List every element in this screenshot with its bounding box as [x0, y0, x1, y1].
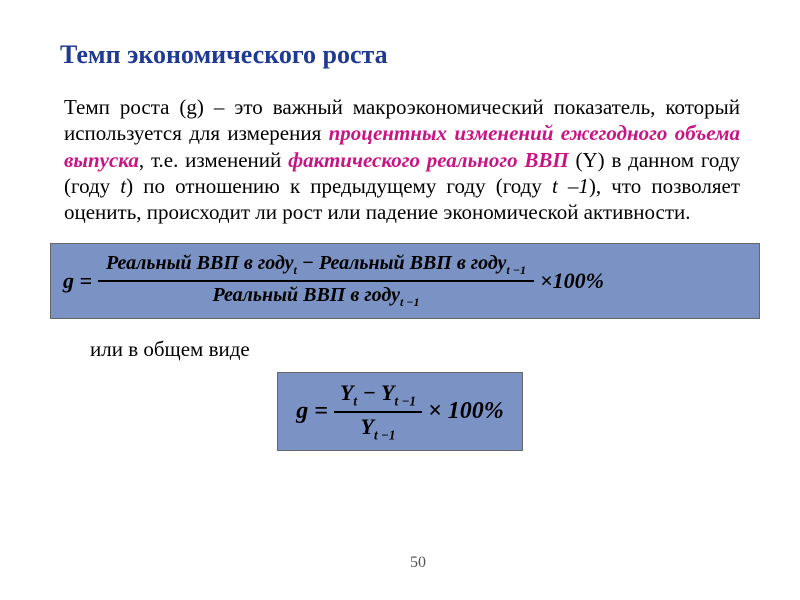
para-text-4: ) по отношению к предыдущему году (году: [126, 174, 552, 198]
para-purple-2: фактического реального ВВП: [288, 148, 569, 172]
f1-denominator: Реальный ВВП в годуt −1: [205, 282, 428, 312]
f2-denominator: Yt −1: [355, 413, 402, 444]
f1-minus: −: [297, 252, 319, 274]
definition-paragraph: Темп роста (g) – это важный макроэкономи…: [64, 94, 740, 225]
para-text-2: , т.е. изменений: [139, 148, 288, 172]
formula-box-2: g = Yt − Yt −1 Yt −1 × 100%: [277, 372, 522, 451]
f1-den: Реальный ВВП в году: [213, 284, 400, 306]
f2-tail: × 100%: [428, 398, 504, 425]
f1-den-sub: t −1: [400, 295, 420, 309]
f1-numerator: Реальный ВВП в годуt − Реальный ВВП в го…: [98, 250, 534, 280]
para-it-t2: t –1: [552, 174, 589, 198]
f1-num-sub-b: t −1: [506, 263, 526, 277]
f1-fraction: Реальный ВВП в годуt − Реальный ВВП в го…: [98, 250, 534, 312]
page-title: Темп экономического роста: [60, 40, 750, 70]
f1-num-b: Реальный ВВП в году: [319, 252, 506, 274]
f2-lhs: g =: [296, 398, 328, 425]
page-number: 50: [410, 554, 426, 572]
f2-fraction: Yt − Yt −1 Yt −1: [334, 379, 422, 444]
formula-2-wrap: g = Yt − Yt −1 Yt −1 × 100%: [50, 372, 750, 451]
f2-den-a: Y: [361, 414, 374, 439]
f1-tail: ×100%: [540, 268, 604, 294]
f2-numerator: Yt − Yt −1: [334, 379, 422, 410]
f2-num-b: Y: [381, 380, 394, 405]
f2-minus: −: [357, 380, 381, 405]
f2-den-sub: t −1: [374, 427, 396, 442]
subtext: или в общем виде: [90, 337, 750, 362]
f2-sub-b: t −1: [394, 394, 416, 409]
formula-box-1: g = Реальный ВВП в годуt − Реальный ВВП …: [50, 243, 760, 319]
f2-num-a: Y: [340, 380, 353, 405]
f1-num-a: Реальный ВВП в году: [106, 252, 293, 274]
f1-lhs: g =: [63, 268, 92, 294]
